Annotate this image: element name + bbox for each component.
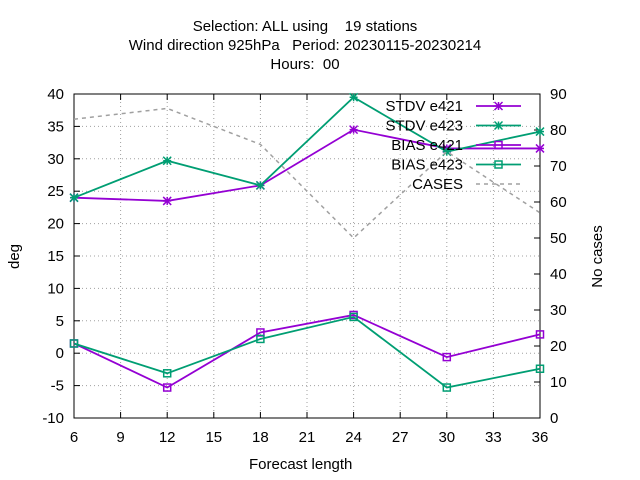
data-point-series-2 bbox=[535, 330, 545, 339]
y2-tick-label: 80 bbox=[550, 122, 567, 139]
y-tick-label: 15 bbox=[47, 248, 64, 265]
data-point-series-3 bbox=[162, 369, 172, 378]
data-point-series-1 bbox=[255, 180, 265, 190]
data-point-series-2 bbox=[162, 383, 172, 392]
x-tick-label: 24 bbox=[345, 429, 362, 446]
series-line-2 bbox=[73, 314, 541, 389]
data-point-series-3 bbox=[442, 383, 452, 392]
y2-tick-label: 10 bbox=[550, 374, 567, 391]
y-tick-label: 30 bbox=[47, 151, 64, 168]
y2-tick-label: 40 bbox=[550, 266, 567, 283]
x-tick-label: 15 bbox=[205, 429, 222, 446]
data-point-series-0 bbox=[535, 143, 545, 153]
y-tick-label: 5 bbox=[56, 313, 64, 330]
y2-tick-label: 90 bbox=[550, 86, 567, 103]
y-tick-label: 20 bbox=[47, 216, 64, 233]
y-tick-label: 10 bbox=[47, 280, 64, 297]
legend-label: STDV e423 bbox=[385, 118, 463, 135]
y-tick-label: -10 bbox=[42, 410, 64, 427]
x-tick-label: 27 bbox=[392, 429, 409, 446]
x-tick-label: 18 bbox=[252, 429, 269, 446]
x-tick-label: 21 bbox=[299, 429, 316, 446]
legend-marker bbox=[494, 140, 503, 150]
legend-label: BIAS e421 bbox=[391, 137, 463, 154]
chart-title-line-2: Wind direction 925hPa Period: 20230115-2… bbox=[128, 37, 482, 54]
legend-label: CASES bbox=[412, 176, 463, 193]
chart-title-line-1: Selection: ALL using 19 stations bbox=[192, 18, 418, 35]
y2-tick-label: 60 bbox=[550, 194, 567, 211]
data-point-series-3 bbox=[69, 339, 79, 348]
y-tick-label: 40 bbox=[47, 86, 64, 103]
y-tick-label: -5 bbox=[51, 378, 64, 395]
legend-marker bbox=[494, 160, 503, 169]
y2-tick-label: 70 bbox=[550, 158, 567, 175]
chart-title-line-3: Hours: 00 bbox=[270, 56, 340, 73]
data-point-series-3 bbox=[535, 364, 545, 374]
y-axis-label: deg bbox=[6, 243, 24, 270]
data-point-series-0 bbox=[162, 196, 172, 206]
y-tick-label: 0 bbox=[56, 345, 64, 362]
legend-marker bbox=[493, 101, 504, 111]
data-point-series-0 bbox=[349, 125, 359, 135]
x-tick-label: 33 bbox=[485, 429, 502, 446]
x-tick-label: 30 bbox=[438, 429, 455, 446]
series-line-4 bbox=[73, 107, 541, 240]
y2-axis-label: No cases bbox=[588, 225, 606, 288]
legend-label: BIAS e423 bbox=[391, 157, 463, 174]
x-tick-label: 6 bbox=[70, 429, 78, 446]
y2-tick-label: 30 bbox=[550, 302, 567, 319]
x-tick-label: 12 bbox=[159, 429, 176, 446]
series-line-1 bbox=[73, 96, 541, 199]
data-point-series-3 bbox=[349, 312, 358, 322]
y-tick-label: 25 bbox=[47, 183, 64, 200]
y2-tick-label: 20 bbox=[550, 338, 567, 355]
x-tick-label: 9 bbox=[116, 429, 124, 446]
data-point-series-1 bbox=[69, 193, 79, 203]
x-tick-label: 36 bbox=[532, 429, 549, 446]
y2-tick-label: 0 bbox=[550, 410, 558, 427]
y-tick-label: 35 bbox=[47, 118, 64, 135]
data-point-series-3 bbox=[256, 334, 265, 344]
x-axis-label: Forecast length bbox=[249, 456, 353, 473]
data-point-series-2 bbox=[442, 352, 452, 362]
data-point-series-1 bbox=[349, 92, 359, 102]
series-line-3 bbox=[73, 315, 541, 389]
y2-tick-label: 50 bbox=[550, 230, 567, 247]
legend-marker bbox=[493, 120, 504, 131]
legend-label: STDV e421 bbox=[385, 98, 463, 115]
data-point-series-1 bbox=[162, 156, 172, 166]
data-point-series-1 bbox=[535, 127, 545, 137]
